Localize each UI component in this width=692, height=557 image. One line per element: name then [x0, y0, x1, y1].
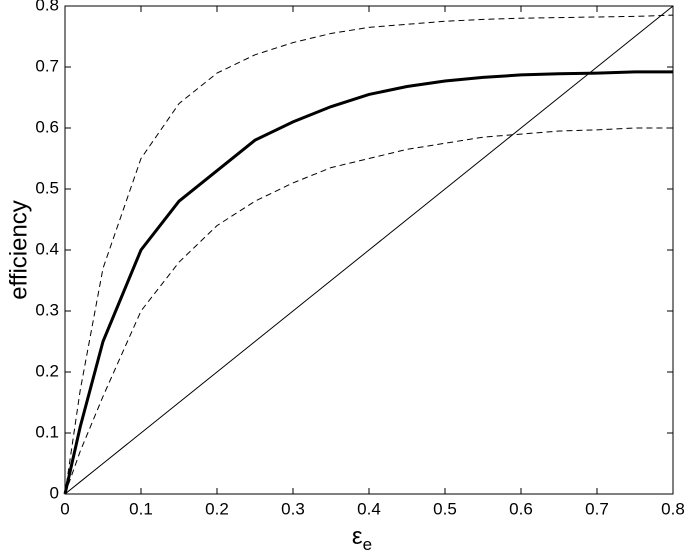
x-axis-label: εe [352, 523, 372, 554]
line-series [63, 70, 673, 495]
x-axis-subscript: e [363, 535, 372, 554]
x-axis-symbol: ε [352, 523, 363, 550]
x-tick-label: 0.3 [281, 499, 305, 518]
line-series [64, 127, 673, 495]
x-tick-label: 0.2 [205, 499, 229, 518]
y-tick-label: 0 [50, 483, 59, 502]
y-tick-label: 0.6 [35, 117, 59, 136]
y-tick-label: 0.5 [35, 178, 59, 197]
x-tick-label: 0.4 [357, 499, 381, 518]
x-tick-label: 0.6 [509, 499, 533, 518]
line-series [64, 14, 674, 495]
y-axis-label: efficiency [5, 200, 32, 300]
x-tick-label: 0.1 [129, 499, 153, 518]
y-tick-label: 0.1 [35, 422, 59, 441]
line-series [64, 5, 674, 495]
x-tick-label: 0.5 [433, 499, 457, 518]
x-tick-label: 0.8 [661, 499, 685, 518]
y-tick-label: 0.3 [35, 300, 59, 319]
x-tick-label: 0.7 [585, 499, 609, 518]
y-tick-label: 0.7 [35, 56, 59, 75]
y-tick-label: 0.2 [35, 361, 59, 380]
y-tick-label: 0.8 [35, 0, 59, 14]
x-tick-label: 0 [60, 499, 69, 518]
y-tick-label: 0.4 [35, 239, 59, 258]
